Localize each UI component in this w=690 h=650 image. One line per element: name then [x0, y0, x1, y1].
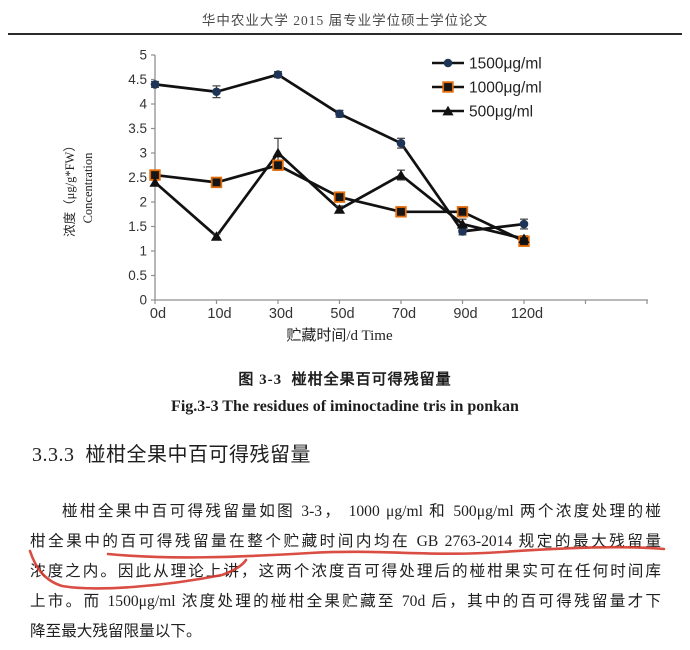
svg-text:0.5: 0.5 [128, 268, 147, 283]
svg-text:1.5: 1.5 [128, 219, 147, 234]
figure-caption-cn: 图 3-3 椪柑全果百可得残留量 [238, 372, 452, 388]
error-bars [151, 71, 528, 245]
svg-text:5: 5 [139, 48, 147, 63]
svg-text:70d: 70d [392, 306, 416, 322]
paragraph-line: 柑全果中的百可得残留量在整个贮藏时间内均在 GB 2763-2014 规定的最大… [30, 533, 661, 550]
y-axis-ticks: 0 0.5 1 1.5 2 2.5 3 3.5 4 4.5 5 [128, 48, 155, 308]
paragraph-line: 浓度之内。因此从理论上讲，这两个浓度百可得处理后的椪柑果实可在任何时间库 [30, 563, 661, 580]
section-heading: 3.3.3 椪柑全果中百可得残留量 [32, 444, 311, 466]
body-paragraph: 椪柑全果中百可得残留量如图 3-3， 1000 μg/ml 和 500μg/ml… [30, 497, 661, 647]
series-markers-1500μg/ml [150, 70, 529, 236]
y-axis-title-cn: 浓度（μg/g*FW） [62, 139, 77, 237]
svg-text:50d: 50d [330, 306, 354, 322]
svg-text:0d: 0d [150, 306, 166, 322]
paragraph-line: 上市。而 1500μg/ml 浓度处理的椪柑全果贮藏至 70d 后，其中的百可得… [30, 593, 661, 610]
x-axis-title: 贮藏时间/d Time [286, 327, 393, 344]
series-markers-500μg/ml [149, 147, 530, 244]
chart-legend: 1500μg/ml 1000μg/ml 500μg/ml [432, 56, 542, 121]
paragraph-line: 降至最大残留限量以下。 [30, 623, 202, 640]
legend-item-1500μg/ml: 1500μg/ml [432, 56, 542, 73]
svg-text:500μg/ml: 500μg/ml [469, 104, 533, 121]
svg-text:3.5: 3.5 [128, 121, 147, 136]
svg-text:4: 4 [139, 97, 147, 112]
svg-text:1500μg/ml: 1500μg/ml [469, 56, 542, 73]
legend-item-1000μg/ml: 1000μg/ml [432, 80, 542, 97]
svg-text:120d: 120d [511, 306, 543, 322]
figure-caption-en: Fig.3-3 The residues of iminoctadine tri… [171, 398, 519, 415]
svg-text:1: 1 [139, 244, 147, 259]
svg-text:90d: 90d [453, 306, 477, 322]
svg-text:2: 2 [139, 195, 147, 210]
figure-3-3-chart: 0 0.5 1 1.5 2 2.5 3 3.5 4 4.5 5 0d 10d 30d 50d 70d 90d 12… [0, 40, 690, 362]
y-axis-title-en: Concentration [81, 152, 95, 224]
svg-text:2.5: 2.5 [128, 170, 147, 185]
svg-text:1000μg/ml: 1000μg/ml [469, 80, 542, 97]
x-axis-ticks: 0d 10d 30d 50d 70d 90d 120d [150, 300, 648, 322]
svg-text:4.5: 4.5 [128, 72, 147, 87]
paragraph-line: 椪柑全果中百可得残留量如图 3-3， 1000 μg/ml 和 500μg/ml… [62, 503, 661, 520]
legend-item-500μg/ml: 500μg/ml [432, 104, 533, 121]
svg-text:3: 3 [139, 146, 147, 161]
svg-text:10d: 10d [207, 306, 231, 322]
series-markers-1000μg/ml [149, 159, 530, 247]
header-rule [8, 33, 682, 36]
svg-text:30d: 30d [269, 306, 293, 322]
svg-text:0: 0 [139, 293, 147, 308]
page-header: 华中农业大学 2015 届专业学位硕士学位论文 [201, 13, 489, 28]
